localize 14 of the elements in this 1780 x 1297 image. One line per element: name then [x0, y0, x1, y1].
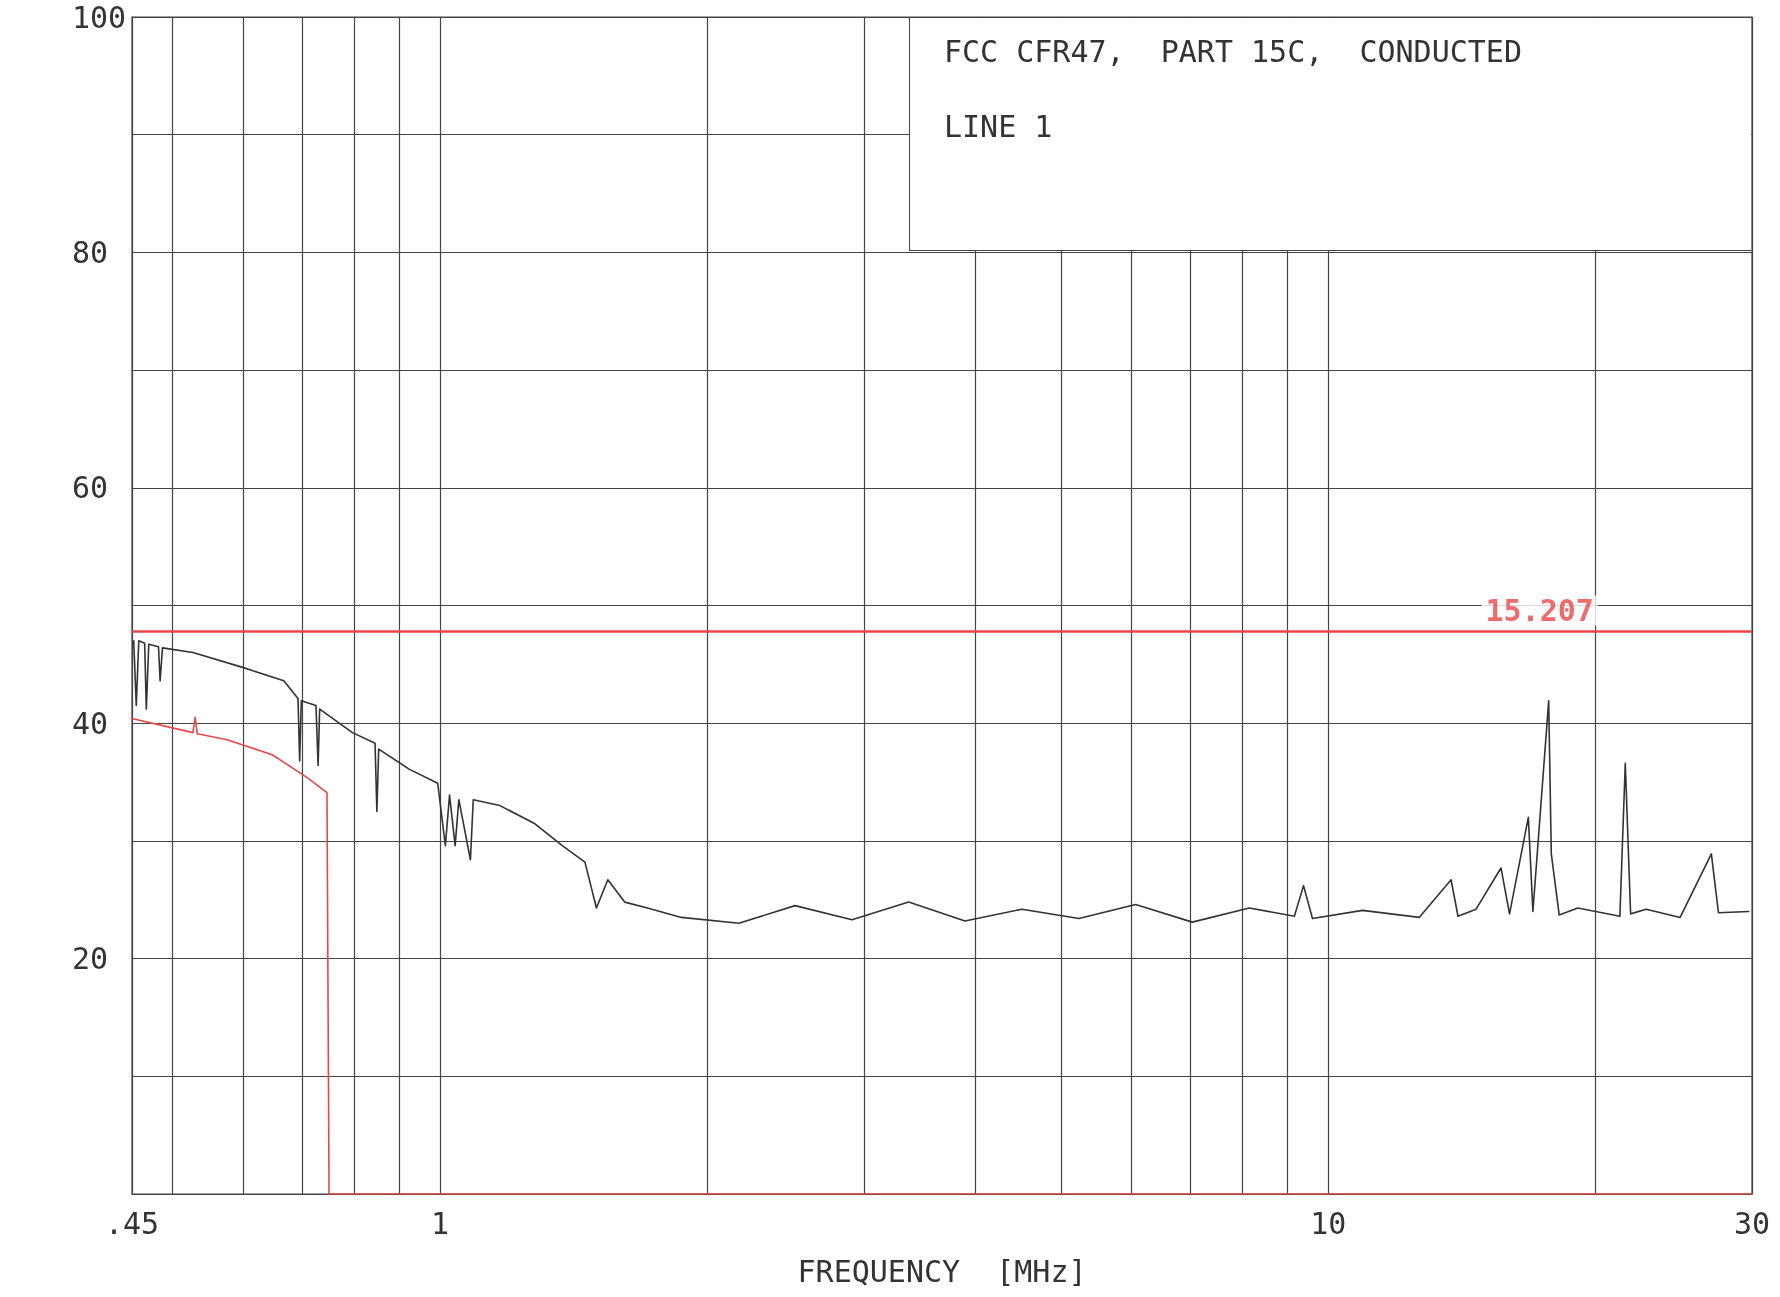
x-tick-label: 1 — [430, 1205, 450, 1241]
x-axis-title: FREQUENCY [MHz] — [797, 1253, 1087, 1289]
y-tick-label: 80 — [72, 234, 109, 270]
annotation: FCC CFR47, PART 15C, CONDUCTED — [944, 34, 1523, 69]
y-tick-label: 100 — [72, 0, 127, 35]
text-box: FCC CFR47, PART 15C, CONDUCTED LINE 1 — [909, 18, 1751, 251]
x-tick-label: 30 — [1733, 1205, 1771, 1241]
y-tick-label: 40 — [72, 705, 109, 741]
x-tick-label: .45 — [104, 1205, 160, 1241]
y-tick-label: 20 — [72, 941, 109, 977]
annotation: LINE 1 — [944, 109, 1054, 144]
annotation: 15.207 — [1485, 592, 1594, 628]
y-tick-label: 60 — [72, 470, 109, 506]
x-tick-label: 10 — [1310, 1205, 1347, 1241]
